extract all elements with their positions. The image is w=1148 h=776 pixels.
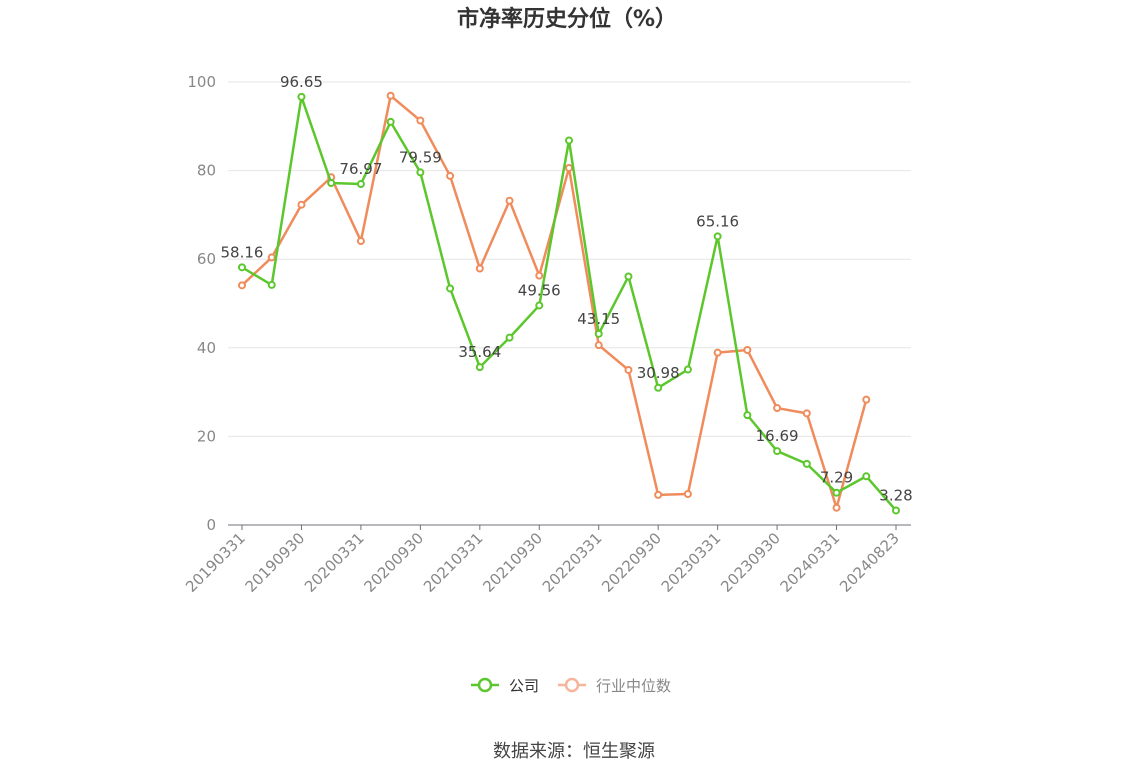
data-point[interactable] [416, 116, 425, 125]
data-label: 76.97 [339, 160, 382, 178]
x-tick-label: 20200930 [360, 529, 427, 596]
data-point[interactable] [713, 232, 722, 241]
data-point[interactable] [446, 171, 455, 180]
chart-title: 市净率历史分位（%） [457, 6, 677, 32]
data-point[interactable] [475, 264, 484, 273]
data-label: 7.29 [820, 469, 853, 487]
data-point[interactable] [238, 263, 246, 272]
legend-item-0[interactable]: 公司 [471, 677, 539, 695]
data-label: 16.69 [756, 427, 799, 445]
x-tick-label: 20190930 [242, 529, 309, 596]
data-label: 43.15 [577, 310, 620, 328]
data-point[interactable] [505, 333, 514, 342]
legend-marker [564, 677, 580, 693]
y-axis: 0 20 40 60 80 100 [187, 73, 216, 534]
data-point[interactable] [505, 196, 514, 205]
data-label: 79.59 [399, 148, 442, 166]
legend[interactable]: 公司 行业中位数 [471, 677, 671, 695]
data-point[interactable] [267, 253, 276, 262]
x-tick-label: 20200331 [301, 529, 368, 596]
data-point[interactable] [683, 489, 692, 498]
data-label: 65.16 [696, 212, 739, 230]
x-tick-label: 20210331 [420, 529, 487, 596]
data-labels: 58.16 96.65 76.97 79.59 35.64 49.56 43.15 30.98… [221, 73, 913, 505]
x-axis: 2019033120190930202003312020093020210331… [182, 524, 911, 596]
x-tick-label: 20230331 [658, 529, 725, 596]
x-tick-label: 20240331 [777, 529, 844, 596]
data-point[interactable] [892, 506, 900, 515]
legend-label: 公司 [509, 677, 539, 695]
data-label: 49.56 [518, 281, 561, 299]
data-point[interactable] [624, 365, 633, 374]
data-point[interactable] [832, 488, 841, 497]
data-point[interactable] [773, 404, 782, 413]
data-point[interactable] [713, 348, 722, 357]
grid [228, 81, 911, 437]
data-point[interactable] [297, 200, 306, 209]
data-point[interactable] [594, 329, 603, 338]
x-tick-label: 20210930 [479, 529, 546, 596]
x-tick-label: 20220331 [539, 529, 606, 596]
data-point[interactable] [773, 447, 782, 456]
data-point[interactable] [654, 383, 663, 392]
legend-marker [477, 677, 493, 693]
y-tick-label: 60 [197, 250, 216, 268]
data-point[interactable] [565, 136, 573, 145]
data-label: 3.28 [879, 486, 912, 504]
data-point[interactable] [565, 163, 573, 172]
data-point[interactable] [267, 280, 276, 289]
data-point[interactable] [475, 363, 484, 372]
y-tick-label: 80 [197, 162, 216, 180]
data-point[interactable] [386, 91, 395, 100]
data-label: 30.98 [637, 364, 680, 382]
data-point[interactable] [802, 459, 811, 468]
data-point[interactable] [683, 365, 692, 374]
x-tick-label: 20230930 [717, 529, 784, 596]
data-point[interactable] [238, 281, 246, 290]
data-point[interactable] [297, 92, 306, 101]
data-point[interactable] [802, 409, 811, 418]
data-point[interactable] [743, 411, 752, 420]
y-tick-label: 100 [187, 73, 216, 91]
x-tick-label: 20190331 [182, 529, 249, 596]
series-line-0 [241, 95, 897, 512]
data-point[interactable] [594, 341, 603, 350]
data-point[interactable] [416, 168, 425, 177]
data-point[interactable] [356, 237, 365, 246]
data-point[interactable] [862, 395, 871, 404]
legend-item-1[interactable]: 行业中位数 [558, 677, 671, 695]
data-label: 96.65 [280, 73, 323, 91]
legend-label: 行业中位数 [596, 677, 671, 695]
data-point[interactable] [446, 284, 455, 293]
data-point[interactable] [862, 472, 871, 481]
data-point[interactable] [654, 490, 663, 499]
x-tick-label: 20220930 [598, 529, 665, 596]
data-point[interactable] [535, 301, 544, 310]
y-tick-label: 0 [206, 516, 216, 534]
x-tick-label: 20240823 [836, 529, 903, 596]
data-point[interactable] [832, 503, 841, 512]
data-point[interactable] [356, 180, 365, 189]
data-point[interactable] [624, 272, 633, 281]
data-point[interactable] [386, 117, 395, 126]
y-tick-label: 20 [197, 427, 216, 445]
data-label: 58.16 [221, 243, 264, 261]
data-point[interactable] [327, 179, 336, 188]
y-tick-label: 40 [197, 339, 216, 357]
data-point[interactable] [743, 346, 752, 355]
data-label: 35.64 [458, 343, 501, 361]
data-point[interactable] [535, 271, 544, 280]
series-layer [238, 91, 900, 515]
source-note: 数据来源：恒生聚源 [493, 741, 655, 762]
